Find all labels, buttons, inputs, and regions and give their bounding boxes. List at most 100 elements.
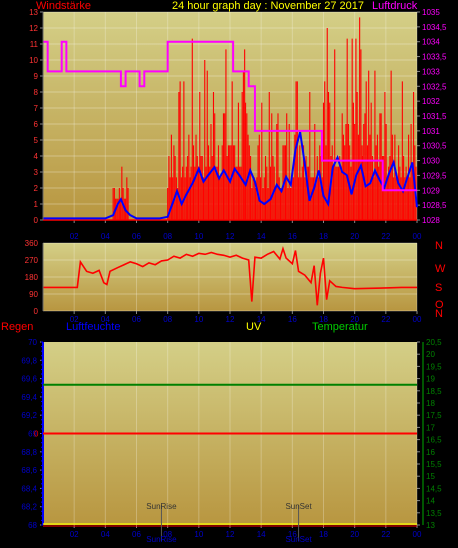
temperature-y-tick-label: 19 [426,375,435,384]
direction-x-tick-label: 06 [132,315,141,324]
environment-x-tick-label: 10 [194,530,203,539]
environment-x-tick-label: 04 [101,530,110,539]
direction-x-tick-label: 18 [319,315,328,324]
wind-x-tick-label: 12 [226,232,235,241]
sun-marker-label: SunRise [146,502,177,511]
temperature-y-tick-label: 18,5 [426,387,442,396]
direction-y-tick-label: 180 [25,273,39,282]
humidity-title: Luftfeuchte [66,321,120,333]
wind-x-tick-label: 16 [288,232,297,241]
humidity-y-tick-label: 69,8 [21,356,37,365]
wind-y-tick-label: 7 [34,104,39,113]
direction-x-tick-label: 02 [70,315,79,324]
wind-gust-series [112,17,417,220]
humidity-y-tick-label: 68,4 [21,484,37,493]
direction-x-tick-label: 08 [163,315,172,324]
direction-y-tick-label: 360 [25,239,39,248]
direction-x-tick-label: 04 [101,315,110,324]
direction-x-tick-label: 14 [257,315,266,324]
temperature-y-tick-label: 16 [426,448,435,457]
direction-y-tick-label: 270 [25,256,39,265]
wind-y-tick-label: 6 [34,120,39,129]
wind-axis-title: Windstärke [36,0,91,12]
pressure-y-tick-label: 1031,5 [422,112,447,121]
temperature-title: Temperatur [312,321,368,333]
pressure-y-tick-label: 1029 [422,186,440,195]
temperature-y-tick-label: 17,5 [426,411,442,420]
temperature-y-tick-label: 15,5 [426,460,442,469]
wind-y-tick-label: 2 [34,184,39,193]
environment-x-tick-label: 18 [319,530,328,539]
wind-x-tick-label: 04 [101,232,110,241]
wind-x-tick-label: 22 [381,232,390,241]
wind-chart: 01234567891011121310281028,510291029,510… [29,8,447,241]
wind-y-tick-label: 1 [34,200,39,209]
wind-y-tick-label: 8 [34,88,39,97]
sun-marker-bottom-label: SunSet [285,535,312,543]
environment-x-tick-label: 22 [381,530,390,539]
pressure-y-tick-label: 1031 [422,127,440,136]
wind-y-tick-label: 12 [29,24,38,33]
temperature-y-tick-label: 18 [426,399,435,408]
direction-x-tick-label: 16 [288,315,297,324]
temperature-y-tick-label: 17 [426,423,435,432]
wind-y-tick-label: 0 [34,216,39,225]
pressure-y-tick-label: 1033,5 [422,53,447,62]
pressure-y-tick-label: 1030 [422,157,440,166]
humidity-y-tick-label: 69 [28,430,37,439]
temperature-y-tick-label: 20,5 [426,338,442,347]
temperature-y-tick-label: 14 [426,497,435,506]
pressure-y-tick-label: 1034 [422,38,440,47]
pressure-axis-title: Luftdruck [372,0,418,12]
environment-x-tick-label: 14 [257,530,266,539]
direction-x-tick-label: 00 [413,315,422,324]
pressure-y-tick-label: 1028,5 [422,201,447,210]
humidity-y-tick-label: 70 [28,338,37,347]
wind-x-tick-label: 18 [319,232,328,241]
wind-average-line [43,131,418,220]
temperature-y-tick-label: 16,5 [426,436,442,445]
wind-x-tick-label: 06 [132,232,141,241]
environment-x-tick-label: 20 [350,530,359,539]
direction-line [43,246,417,306]
wind-x-tick-label: 10 [194,232,203,241]
wind-x-tick-label: 20 [350,232,359,241]
wind-y-tick-label: 3 [34,168,39,177]
pressure-y-tick-label: 1032 [422,97,440,106]
environment-x-tick-label: 02 [70,530,79,539]
environment-x-tick-label: 06 [132,530,141,539]
wind-y-tick-label: 5 [34,136,39,145]
chart-title: 24 hour graph day : November 27 2017 [172,0,364,12]
cardinal-label: S [435,282,442,294]
humidity-y-tick-label: 68 [28,521,37,530]
humidity-y-tick-label: 68,6 [21,466,37,475]
wind-x-tick-label: 00 [413,232,422,241]
environment-x-tick-label: 00 [413,530,422,539]
pressure-line [43,40,417,192]
humidity-y-tick-label: 69,2 [21,411,37,420]
humidity-y-tick-label: 69,6 [21,375,37,384]
sun-marker-label: SunSet [285,502,312,511]
direction-x-tick-label: 20 [350,315,359,324]
wind-x-tick-label: 08 [163,232,172,241]
cardinal-label: N [435,308,443,320]
rain-zero-label: 0 [34,430,39,439]
temperature-y-tick-label: 13 [426,521,435,530]
temperature-y-tick-label: 14,5 [426,484,442,493]
sun-marker-bottom-label: SunRise [146,535,177,543]
pressure-y-tick-label: 1030,5 [422,142,447,151]
environment-x-tick-label: 16 [288,530,297,539]
wind-y-tick-label: 13 [29,8,38,17]
direction-y-tick-label: 0 [34,307,39,316]
temperature-y-tick-label: 19,5 [426,362,442,371]
wind-y-tick-label: 11 [30,40,39,49]
direction-x-tick-label: 22 [381,315,390,324]
environment-chart: 68 68,2 68,4 68,6 68,8 69 69,2 69,4 69,6 69,8 70 13… [21,338,442,544]
temperature-y-tick-label: 15 [426,472,435,481]
pressure-y-tick-label: 1029,5 [422,171,447,180]
temperature-y-tick-label: 13,5 [426,509,442,518]
cardinal-label: N [435,240,443,252]
pressure-y-tick-label: 1033 [422,67,440,76]
